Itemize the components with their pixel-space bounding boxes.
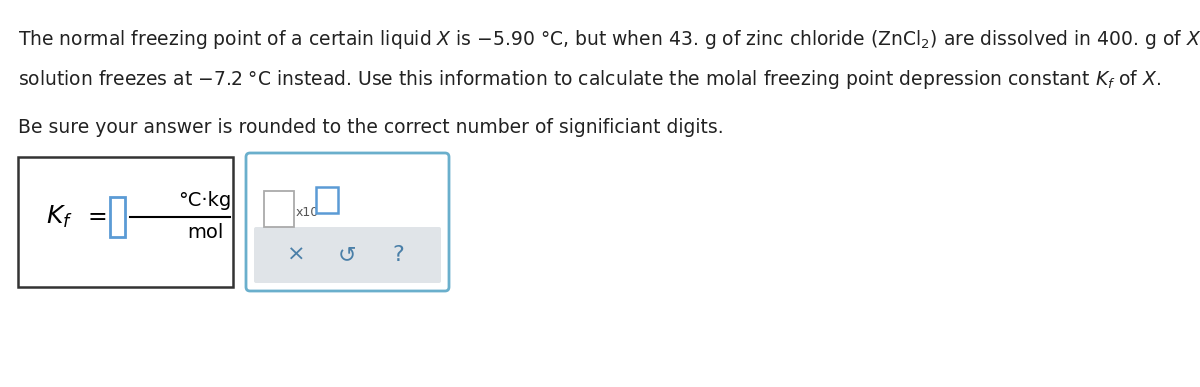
FancyBboxPatch shape — [246, 153, 449, 291]
Text: $K_f$: $K_f$ — [46, 204, 73, 230]
Text: °C·kg: °C·kg — [179, 192, 232, 211]
Bar — [264, 191, 294, 227]
Text: ×: × — [287, 245, 306, 265]
Text: =: = — [88, 205, 108, 229]
Text: Be sure your answer is rounded to the correct number of significiant digits.: Be sure your answer is rounded to the co… — [18, 118, 724, 137]
Text: ↺: ↺ — [338, 245, 356, 265]
Bar — [110, 197, 125, 237]
Text: ?: ? — [392, 245, 404, 265]
Text: mol: mol — [187, 224, 223, 243]
Bar — [316, 187, 338, 213]
FancyBboxPatch shape — [254, 227, 442, 283]
Bar — [18, 157, 233, 287]
Text: solution freezes at $-$7.2 °C instead. Use this information to calculate the mol: solution freezes at $-$7.2 °C instead. U… — [18, 68, 1162, 91]
Text: The normal freezing point of a certain liquid $X$ is $-$5.90 °C, but when 43. g : The normal freezing point of a certain l… — [18, 28, 1200, 51]
Text: x10: x10 — [296, 207, 319, 219]
